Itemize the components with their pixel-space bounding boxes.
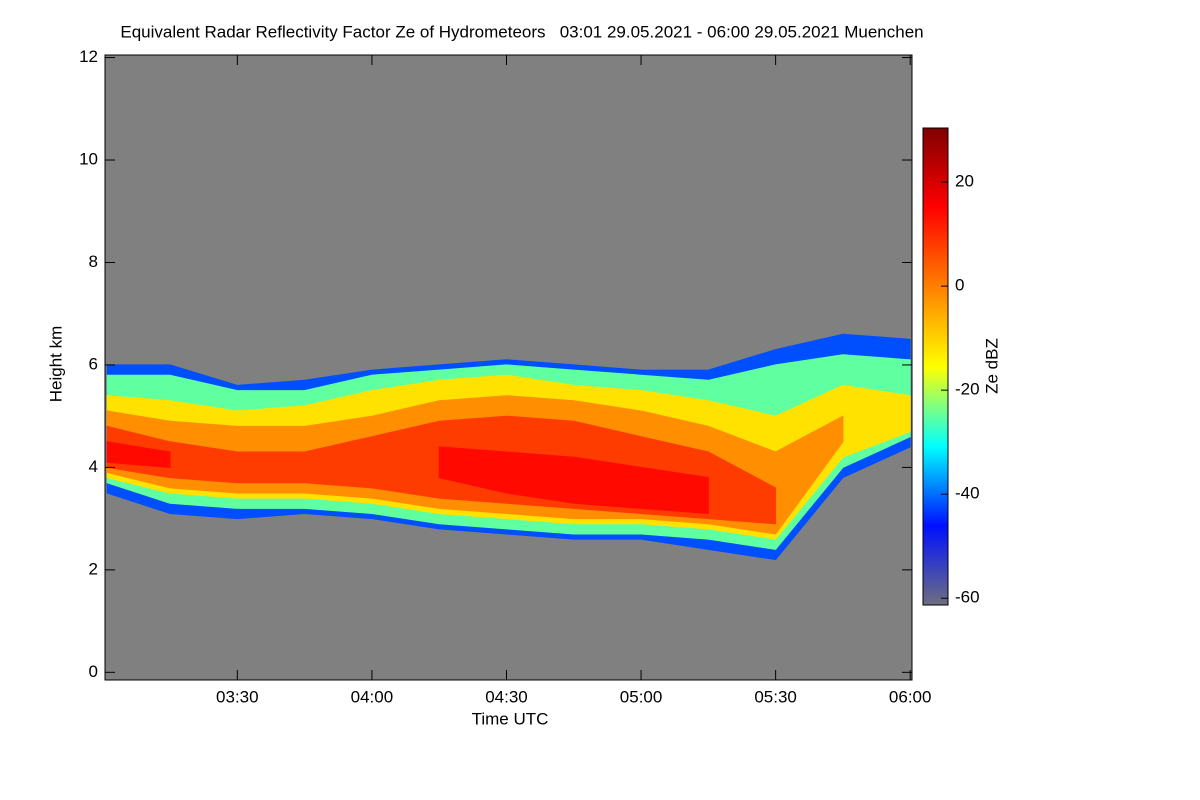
colorbar-tick-label: -20 [955,380,980,399]
x-tick-label: 03:30 [216,687,259,706]
y-tick-label: 6 [89,354,98,373]
y-tick-label: 2 [89,559,98,578]
chart-title: Equivalent Radar Reflectivity Factor Ze … [120,22,923,41]
x-tick-label: 04:30 [485,687,528,706]
plot-frame [104,54,913,681]
y-axis-label: Height km [46,326,65,403]
colorbar-tick-label: 0 [955,276,964,295]
colorbar-label: Ze dBZ [982,338,1001,394]
colorbar-tick-label: -40 [955,484,980,503]
y-tick-label: 12 [79,47,98,66]
y-tick-label: 4 [89,457,98,476]
reflectivity-band [106,441,171,468]
y-tick-label: 8 [89,252,98,271]
colorbar-tick-label: 20 [955,172,974,191]
x-tick-label: 05:30 [754,687,797,706]
colorbar [922,127,949,606]
colorbar-tick-label: -60 [955,588,980,607]
reflectivity-band [438,446,709,515]
x-axis-label: Time UTC [472,709,549,728]
y-tick-label: 0 [89,662,98,681]
x-tick-label: 05:00 [620,687,663,706]
x-tick-label: 06:00 [889,687,932,706]
y-tick-label: 10 [79,150,98,169]
x-tick-label: 04:00 [351,687,394,706]
